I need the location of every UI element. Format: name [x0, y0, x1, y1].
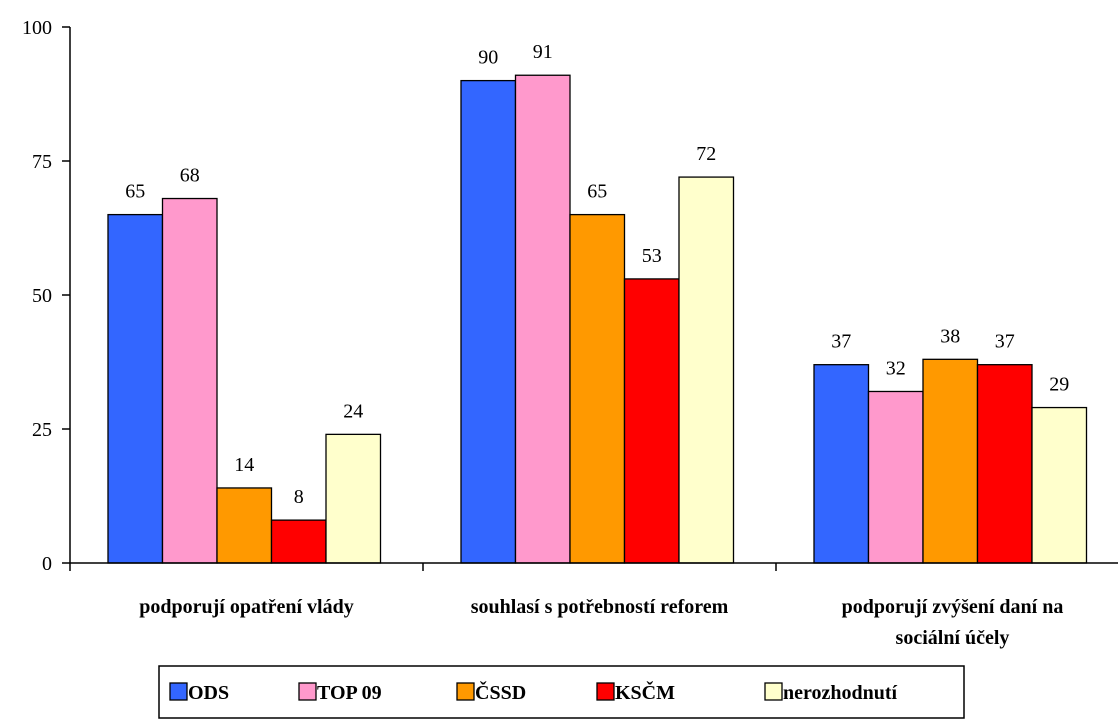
- axes-layer: [62, 26, 1118, 571]
- legend: ODS TOP 09 ČSSD KSČM nerozhodnutí: [158, 665, 965, 719]
- data-label-cssd-3: 38: [940, 325, 960, 347]
- data-label-kscm-1: 8: [294, 486, 304, 508]
- y-tick-label-75: 75: [32, 151, 52, 173]
- bar-kscm-2: [623, 278, 680, 564]
- bar-cssd-3: [922, 358, 979, 564]
- legend-label-ods: ODS: [188, 682, 229, 704]
- bar-ods-2: [460, 79, 517, 564]
- legend-swatch-top-09: [298, 682, 317, 701]
- data-label-kscm-3: 37: [995, 331, 1015, 353]
- data-label-ods-1: 65: [125, 181, 145, 203]
- bar-ods-1: [107, 213, 164, 564]
- data-label-top-09-1: 68: [180, 165, 200, 187]
- legend-box: [158, 665, 965, 719]
- data-label-cssd-1: 14: [234, 454, 254, 476]
- data-label-kscm-2: 53: [642, 245, 662, 267]
- data-label-cssd-2: 65: [587, 181, 607, 203]
- bar-cssd-2: [569, 213, 626, 564]
- y-tick-label-50: 50: [32, 285, 52, 307]
- legend-label-top-09: TOP 09: [317, 682, 382, 704]
- bar-top-09-3: [867, 390, 924, 564]
- y-tick-label-0: 0: [42, 553, 52, 575]
- bar-kscm-1: [270, 519, 327, 564]
- data-label-top-09-3: 32: [886, 357, 906, 379]
- bar-ods-3: [813, 364, 870, 564]
- bar-top-09-1: [161, 197, 218, 564]
- legend-swatch-ods: [169, 682, 188, 701]
- category-label-2: souhlasí s potřebností reforem: [471, 596, 729, 618]
- data-label-ods-3: 37: [831, 331, 851, 353]
- legend-label-cssd: ČSSD: [475, 680, 526, 704]
- bar-kscm-3: [976, 364, 1033, 564]
- data-label-nerozhodnuti-1: 24: [343, 400, 363, 422]
- legend-swatch-cssd: [456, 682, 475, 701]
- data-label-top-09-2: 91: [533, 41, 553, 63]
- bar-top-09-2: [514, 74, 571, 564]
- bar-nerozhodnuti-2: [678, 176, 735, 564]
- y-tick-label-25: 25: [32, 419, 52, 441]
- category-label-1: podporují opatření vlády: [139, 596, 353, 618]
- data-label-ods-2: 90: [478, 47, 498, 69]
- y-tick-label-100: 100: [22, 17, 52, 39]
- bar-nerozhodnuti-1: [325, 433, 382, 564]
- legend-swatch-kscm: [596, 682, 615, 701]
- labels-layer: 65 68 14 8 24 90 91 65 53 72 37 32 38 37 29 0 25 50 75 100 p…: [22, 17, 1069, 649]
- category-label-3: podporují zvýšení daní na sociální účely: [842, 596, 1064, 649]
- legend-label-kscm: KSČM: [615, 680, 675, 704]
- legend-label-nerozhodnuti: nerozhodnutí: [783, 682, 898, 704]
- bar-cssd-1: [216, 487, 273, 564]
- data-label-nerozhodnuti-3: 29: [1049, 374, 1069, 396]
- bar-nerozhodnuti-3: [1031, 406, 1088, 564]
- data-label-nerozhodnuti-2: 72: [696, 143, 716, 165]
- bars-layer: [107, 74, 1088, 564]
- legend-swatch-nerozhodnuti: [764, 682, 783, 701]
